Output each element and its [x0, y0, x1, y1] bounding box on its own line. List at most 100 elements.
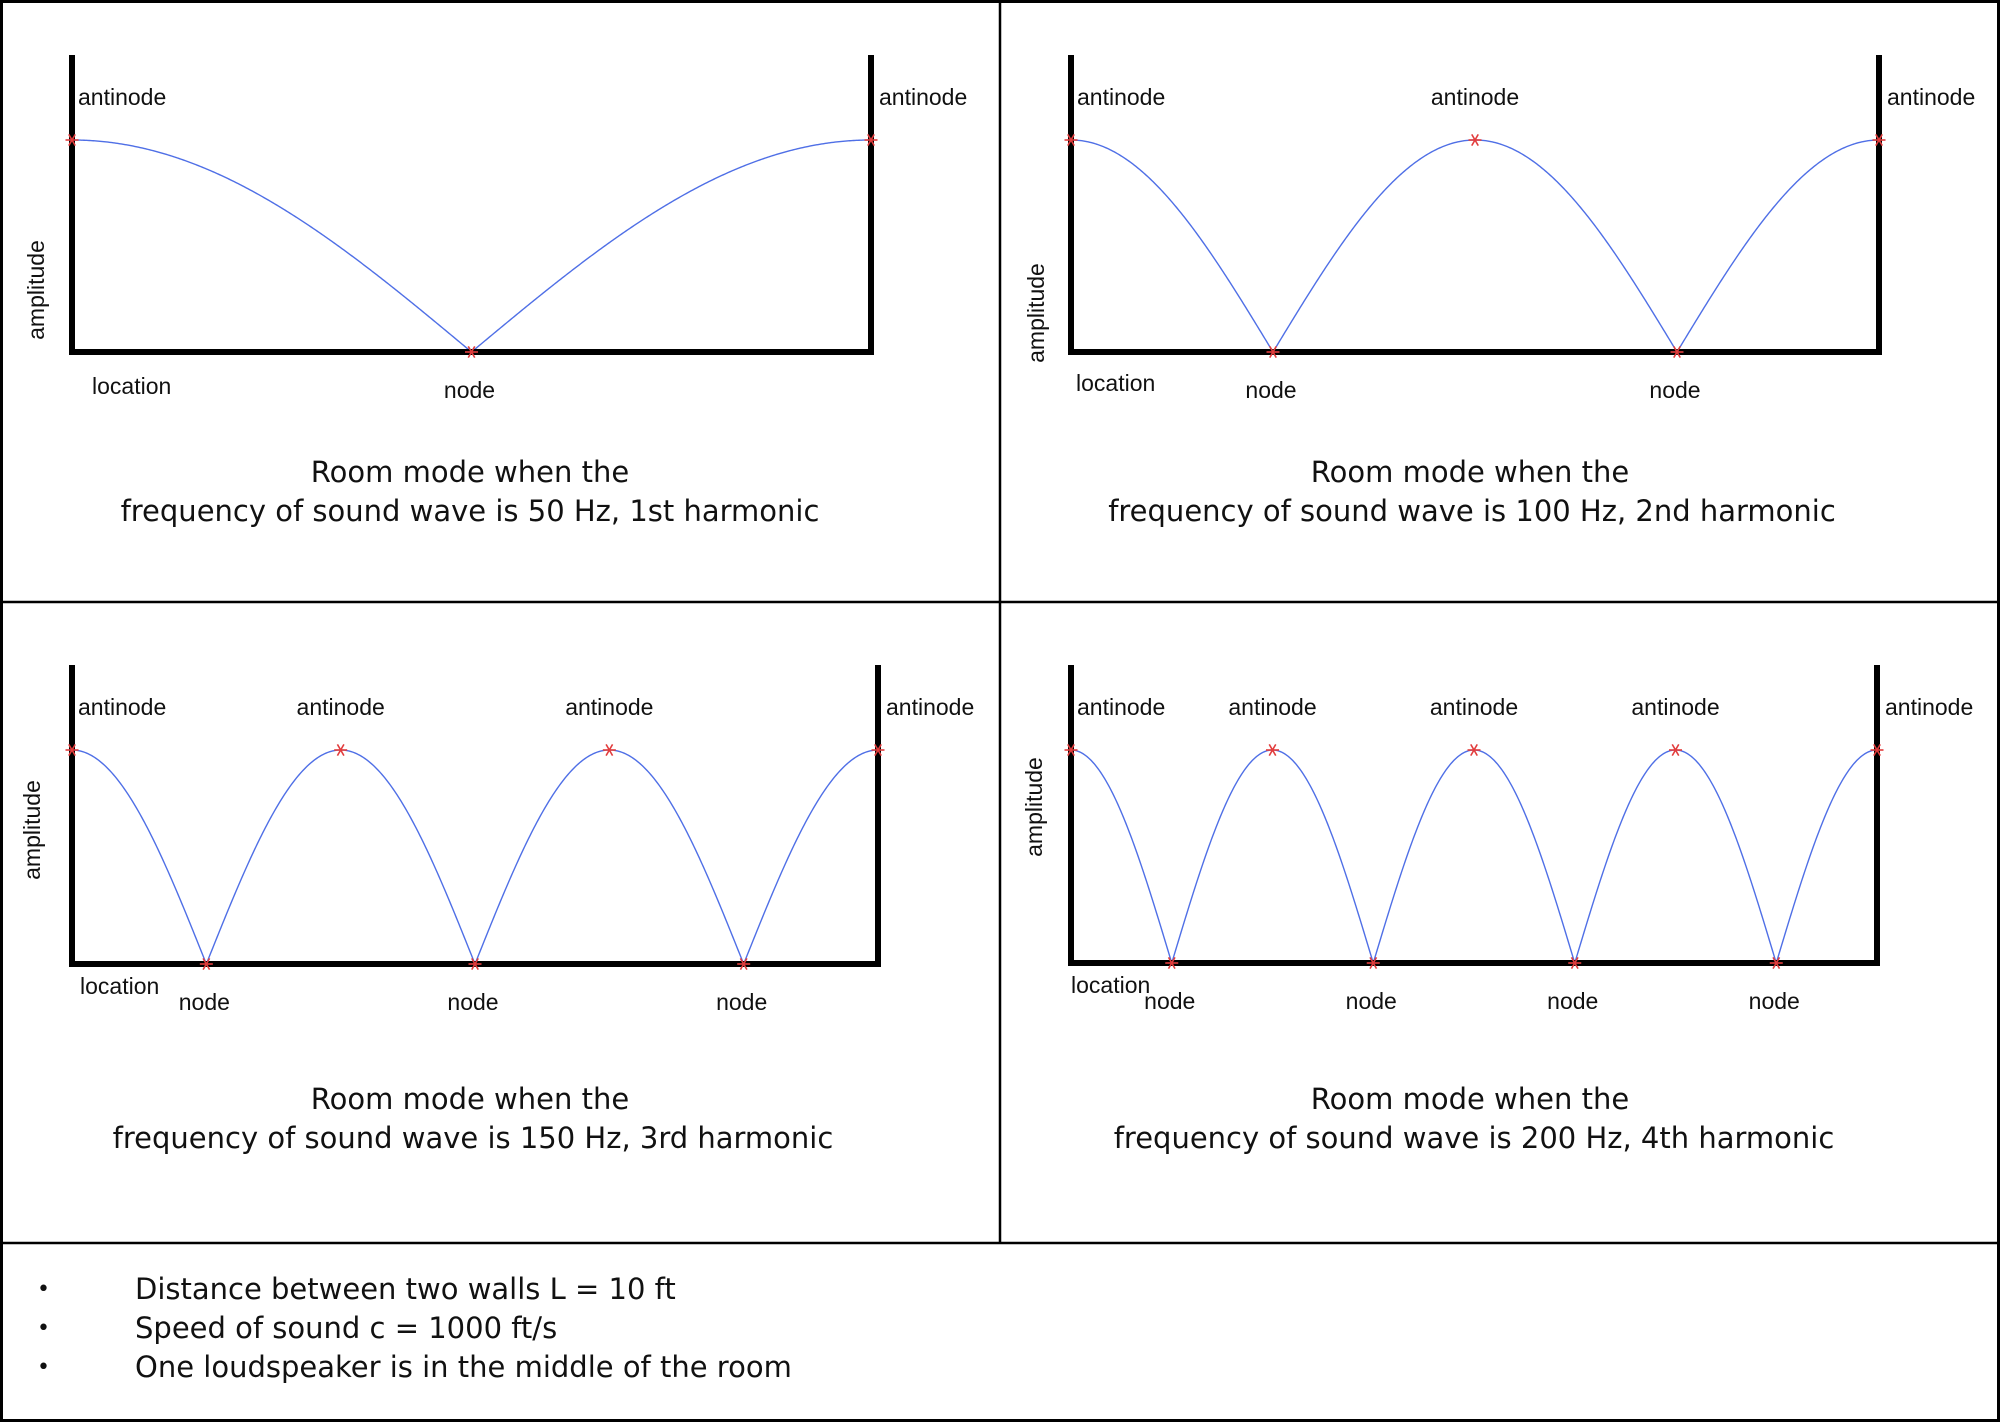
antinode-label: antinode	[565, 694, 653, 720]
caption-line-1: Room mode when the	[311, 455, 629, 489]
marker-star	[334, 743, 348, 757]
point-label-group: antinode antinode node	[78, 84, 967, 403]
x-axis-label: location	[80, 973, 159, 999]
caption-line-1: Room mode when the	[1311, 455, 1629, 489]
antinode-label: antinode	[886, 694, 974, 720]
antinode-label: antinode	[1631, 694, 1719, 720]
standing-wave-curve	[72, 139, 871, 353]
x-axis-label: location	[1076, 370, 1155, 396]
note-item: • Distance between two walls L = 10 ft	[30, 1270, 1930, 1309]
bullet-icon: •	[37, 1316, 50, 1341]
note-speed-of-sound: Speed of sound c = 1000 ft/s	[135, 1311, 558, 1345]
node-label: node	[1346, 988, 1397, 1014]
bullet-icon: •	[37, 1355, 50, 1380]
marker-star	[468, 957, 482, 971]
marker-star	[1870, 743, 1884, 757]
marker-star	[1266, 345, 1280, 359]
wave-curve-group	[1070, 749, 1878, 966]
marker-group	[1064, 743, 1884, 970]
antinode-label: antinode	[879, 84, 967, 110]
node-label: node	[444, 377, 495, 403]
room-walls-and-floor	[69, 55, 874, 355]
marker-star	[1568, 956, 1582, 970]
caption-line-1: Room mode when the	[311, 1082, 629, 1116]
standing-wave-curve	[71, 749, 879, 966]
wave-curve-group	[71, 749, 879, 966]
marker-star	[602, 743, 616, 757]
standing-wave-curve	[1070, 139, 1880, 354]
marker-star	[1266, 743, 1279, 757]
wave-curve-group	[1070, 139, 1880, 354]
note-loudspeaker: One loudspeaker is in the middle of the …	[135, 1350, 792, 1384]
marker-star	[864, 133, 878, 147]
marker-star	[199, 957, 213, 971]
node-label: node	[1649, 377, 1700, 403]
antinode-label: antinode	[78, 84, 166, 110]
marker-star	[871, 743, 885, 757]
antinode-label: antinode	[1431, 84, 1519, 110]
marker-star	[1669, 743, 1682, 757]
panel-4th-harmonic: antinode antinode antinode antinode antinode…	[1021, 665, 1973, 1155]
marker-star	[1468, 133, 1482, 147]
y-axis-label: amplitude	[19, 780, 45, 880]
marker-star	[1769, 956, 1783, 970]
marker-group	[65, 133, 878, 359]
marker-star	[65, 133, 79, 147]
axes-group	[1068, 665, 1880, 966]
caption-line-2: frequency of sound wave is 50 Hz, 1st ha…	[121, 494, 820, 528]
axes-group	[1068, 55, 1882, 355]
note-item: • One loudspeaker is in the middle of the…	[30, 1348, 1930, 1387]
antinode-label: antinode	[1077, 84, 1165, 110]
node-label: node	[1245, 377, 1296, 403]
node-label: node	[179, 989, 230, 1015]
point-label-group: antinode antinode antinode antinode node node…	[78, 694, 974, 1015]
standing-wave-curve	[1070, 749, 1878, 966]
marker-group	[1064, 133, 1886, 359]
marker-star	[737, 957, 751, 971]
caption-line-1: Room mode when the	[1311, 1082, 1629, 1116]
y-axis-label: amplitude	[1023, 263, 1049, 363]
caption-line-2: frequency of sound wave is 200 Hz, 4th h…	[1114, 1121, 1835, 1155]
node-label: node	[1144, 988, 1195, 1014]
antinode-label: antinode	[297, 694, 385, 720]
x-axis-label: location	[1071, 972, 1150, 998]
marker-star	[1670, 345, 1684, 359]
notes-list: • Distance between two walls L = 10 ft • S…	[30, 1270, 1930, 1387]
marker-star	[1366, 956, 1380, 970]
node-label: node	[447, 989, 498, 1015]
marker-star	[1467, 743, 1481, 757]
y-axis-label: amplitude	[23, 240, 49, 340]
marker-star	[1064, 743, 1078, 757]
antinode-label: antinode	[1077, 694, 1165, 720]
room-walls-and-floor	[69, 665, 881, 967]
note-item: • Speed of sound c = 1000 ft/s	[30, 1309, 1930, 1348]
marker-star	[65, 743, 79, 757]
panel-2nd-harmonic: antinode antinode antinode node node amplitu…	[1023, 55, 1975, 528]
room-walls-and-floor	[1068, 55, 1882, 355]
marker-star	[465, 345, 478, 359]
marker-star	[1872, 133, 1886, 147]
node-label: node	[716, 989, 767, 1015]
antinode-label: antinode	[1887, 84, 1975, 110]
point-label-group: antinode antinode antinode node node	[1077, 84, 1975, 403]
caption-line-2: frequency of sound wave is 150 Hz, 3rd h…	[113, 1121, 834, 1155]
panel-3rd-harmonic: antinode antinode antinode antinode node node…	[19, 665, 974, 1155]
antinode-label: antinode	[1885, 694, 1973, 720]
note-distance: Distance between two walls L = 10 ft	[135, 1272, 676, 1306]
marker-star	[1165, 956, 1179, 970]
axes-group	[69, 665, 881, 967]
wave-curve-group	[72, 139, 871, 353]
point-label-group: antinode antinode antinode antinode antinode…	[1077, 694, 1973, 1014]
bullet-icon: •	[37, 1277, 50, 1302]
marker-group	[65, 743, 885, 971]
antinode-label: antinode	[78, 694, 166, 720]
room-walls-and-floor	[1068, 665, 1880, 966]
caption-line-2: frequency of sound wave is 100 Hz, 2nd h…	[1108, 494, 1836, 528]
x-axis-label: location	[92, 373, 171, 399]
y-axis-label: amplitude	[1021, 757, 1047, 857]
node-label: node	[1547, 988, 1598, 1014]
node-label: node	[1749, 988, 1800, 1014]
antinode-label: antinode	[1228, 694, 1316, 720]
